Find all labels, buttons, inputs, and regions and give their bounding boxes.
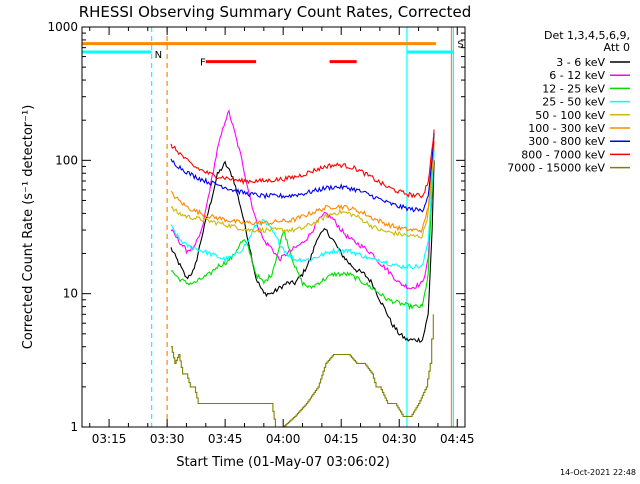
legend-label-6: 300 - 800 keV — [528, 135, 605, 148]
series-line-2 — [170, 149, 435, 311]
series-line-6 — [170, 133, 435, 213]
legend-label-7: 800 - 7000 keV — [521, 148, 605, 161]
flag-label-F: F — [200, 58, 206, 69]
legend-header-1: Det 1,3,4,5,6,9, — [544, 29, 630, 42]
x-tick-label: 03:30 — [150, 432, 185, 446]
legend-label-8: 7000 - 15000 keV — [507, 162, 605, 175]
flag-label-N: N — [155, 50, 162, 61]
x-tick-label: 04:30 — [382, 432, 417, 446]
series-line-8 — [171, 314, 434, 428]
legend-label-4: 50 - 100 keV — [535, 109, 605, 122]
series-line-7 — [170, 129, 435, 199]
x-tick-label: 04:15 — [324, 432, 359, 446]
series-line-4 — [170, 145, 435, 239]
y-tick-label: 1000 — [47, 20, 78, 34]
x-tick-label: 03:15 — [92, 432, 127, 446]
x-tick-label: 04:00 — [266, 432, 301, 446]
flag-label-S: S — [457, 40, 463, 51]
y-axis-label: Corrected Count Rate (s⁻¹ detector⁻¹) — [21, 105, 36, 350]
chart-title: RHESSI Observing Summary Count Rates, Co… — [79, 3, 472, 21]
series-line-1 — [170, 109, 435, 290]
series-line-5 — [170, 136, 435, 234]
legend-header-2: Att 0 — [604, 41, 630, 54]
legend-label-0: 3 - 6 keV — [556, 56, 605, 69]
timestamp: 14-Oct-2021 22:48 — [560, 468, 636, 477]
y-tick-label: 100 — [55, 153, 78, 167]
x-axis-label: Start Time (01-May-07 03:06:02) — [176, 455, 390, 470]
y-tick-label: 1 — [70, 420, 78, 434]
series-line-0 — [170, 160, 435, 343]
x-tick-label: 03:45 — [208, 432, 243, 446]
y-tick-label: 10 — [63, 287, 78, 301]
plot-frame — [81, 26, 466, 428]
legend-label-2: 12 - 25 keV — [542, 82, 605, 95]
legend-label-1: 6 - 12 keV — [549, 69, 605, 82]
legend-label-3: 25 - 50 keV — [542, 96, 605, 109]
x-tick-label: 04:45 — [440, 432, 475, 446]
series-line-3 — [170, 149, 435, 270]
legend-label-5: 100 - 300 keV — [528, 122, 605, 135]
